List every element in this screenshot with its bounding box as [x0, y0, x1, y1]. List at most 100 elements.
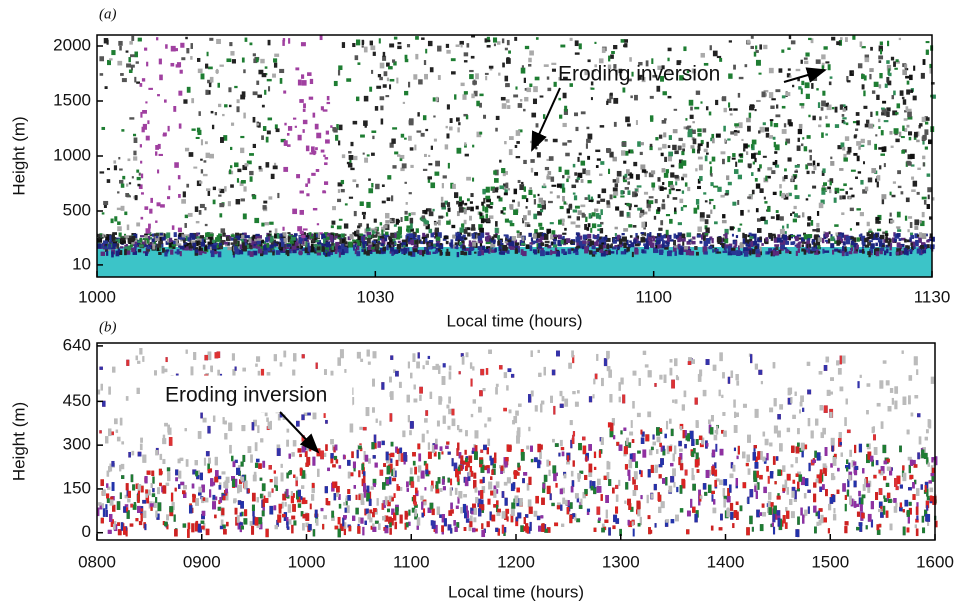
speckle [400, 158, 403, 161]
speckle [529, 50, 534, 55]
speckle [201, 242, 205, 247]
speckle [661, 204, 665, 210]
speckle [430, 182, 435, 188]
speckle [385, 95, 389, 97]
speckle [473, 80, 475, 86]
speckle [586, 127, 589, 129]
speckle [904, 248, 907, 253]
speckle [874, 144, 877, 150]
speckle [181, 57, 185, 60]
speckle [159, 59, 162, 65]
speckle [738, 175, 742, 180]
speckle [119, 232, 122, 236]
speckle [767, 167, 772, 170]
speckle [432, 209, 434, 211]
speckle [675, 181, 677, 185]
speckle [927, 187, 931, 192]
speckle [782, 106, 786, 109]
speckle [627, 123, 631, 126]
speckle [756, 208, 759, 212]
speckle [497, 235, 500, 240]
speckle [613, 191, 618, 195]
speckle [389, 84, 391, 89]
speckle [780, 216, 784, 220]
speckle [502, 245, 507, 251]
speckle [261, 223, 264, 227]
speckle [392, 127, 397, 129]
speckle [122, 78, 127, 82]
speckle [773, 137, 776, 140]
speckle [764, 197, 766, 200]
speckle [129, 182, 131, 184]
speckle [534, 199, 536, 204]
speckle [817, 245, 820, 249]
speckle [423, 239, 425, 244]
speckle [880, 154, 885, 156]
speckle [391, 195, 393, 201]
speckle [318, 233, 320, 238]
speckle [818, 251, 820, 253]
speckle [635, 189, 638, 191]
speckle [796, 243, 800, 248]
speckle [132, 176, 134, 178]
speckle [811, 220, 813, 226]
speckle [634, 95, 638, 101]
speckle [327, 102, 331, 104]
speckle [744, 251, 748, 256]
speckle [283, 38, 285, 41]
speckle [460, 251, 464, 255]
speckle [516, 141, 520, 144]
speckle [101, 245, 103, 248]
speckle [144, 245, 148, 247]
speckle [575, 206, 580, 209]
speckle [514, 210, 517, 213]
speckle [191, 240, 196, 242]
speckle [827, 187, 831, 190]
speckle [305, 183, 308, 187]
speckle [243, 69, 245, 73]
speckle [256, 81, 259, 85]
speckle [696, 91, 700, 95]
speckle [863, 91, 865, 97]
speckle [352, 179, 356, 182]
speckle [298, 80, 302, 86]
speckle [535, 147, 537, 149]
speckle [544, 234, 548, 240]
speckle [125, 246, 129, 248]
speckle [170, 249, 173, 254]
speckle [925, 122, 928, 125]
speckle [850, 236, 854, 239]
speckle [449, 127, 453, 131]
speckle [533, 194, 536, 197]
speckle [610, 93, 613, 96]
speckle [118, 157, 120, 159]
speckle [611, 243, 613, 246]
speckle [821, 132, 824, 137]
speckle [787, 224, 789, 229]
speckle [574, 195, 577, 200]
speckle [901, 191, 904, 194]
speckle [600, 209, 603, 215]
speckle [575, 127, 578, 131]
speckle [307, 72, 312, 76]
speckle [526, 88, 531, 93]
speckle [743, 148, 745, 151]
speckle [426, 251, 429, 254]
speckle [892, 195, 896, 198]
speckle [668, 145, 671, 148]
speckle [257, 123, 259, 125]
speckle [799, 103, 804, 106]
speckle [331, 221, 335, 225]
speckle [387, 78, 389, 82]
speckle [269, 245, 273, 249]
speckle [748, 163, 752, 167]
speckle [403, 245, 406, 247]
speckle [326, 237, 330, 240]
speckle [109, 238, 111, 242]
speckle [855, 128, 858, 130]
speckle [881, 194, 886, 199]
speckle [893, 91, 896, 96]
speckle [867, 140, 871, 145]
speckle [380, 96, 385, 100]
speckle [911, 189, 916, 192]
